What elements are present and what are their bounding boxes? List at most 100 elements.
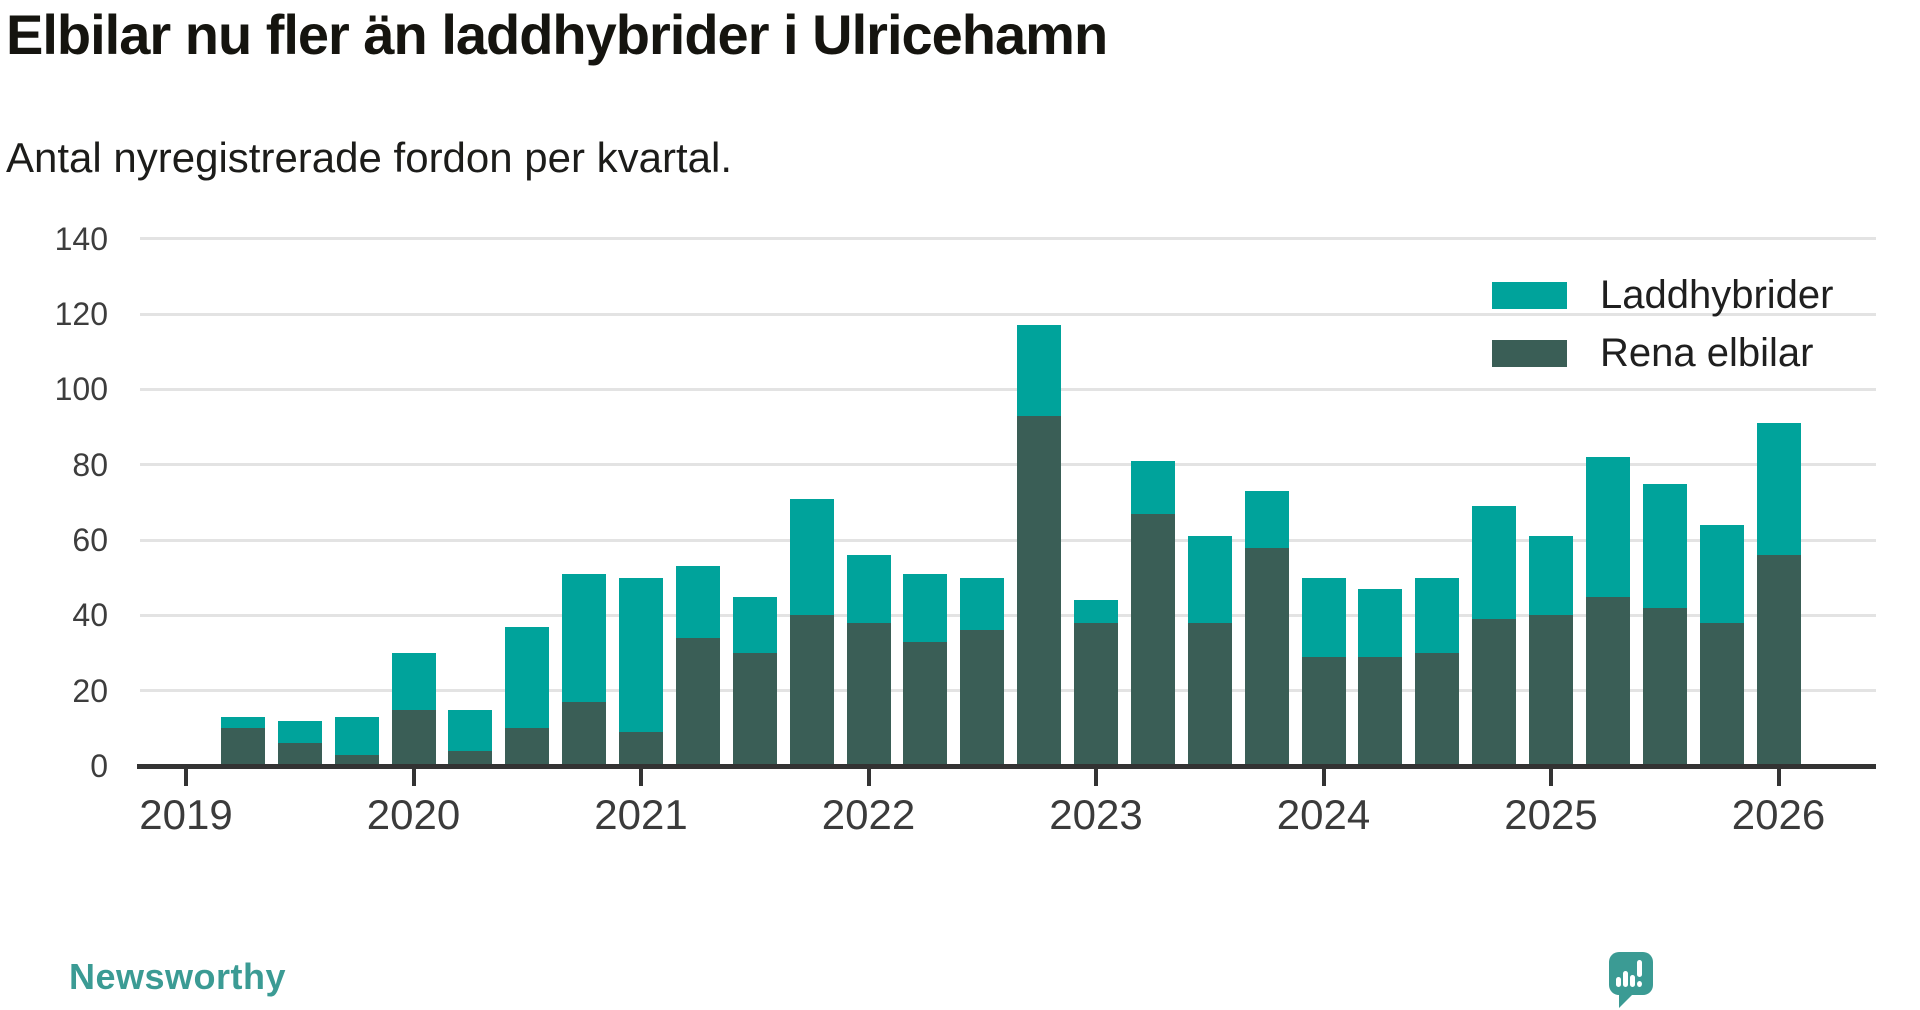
- x-axis-label: 2019: [139, 791, 233, 838]
- bar-segment-laddhybrider: [1130, 460, 1175, 514]
- y-axis-label: 140: [54, 220, 108, 257]
- bar-segment-rena-elbilar: [732, 653, 777, 766]
- y-axis-label: 60: [72, 522, 108, 559]
- bar-segment-laddhybrider: [675, 566, 720, 638]
- bar-segment-rena-elbilar: [1415, 653, 1460, 766]
- bar-segment-laddhybrider: [1187, 536, 1232, 623]
- y-axis-label: 120: [54, 296, 108, 333]
- gridline: [140, 689, 1876, 693]
- bar-segment-laddhybrider: [1244, 491, 1289, 548]
- x-axis-tick: [866, 768, 871, 786]
- bar-segment-rena-elbilar: [675, 637, 720, 766]
- y-axis-label: 40: [72, 597, 108, 634]
- bar-segment-rena-elbilar: [1529, 615, 1573, 766]
- x-axis-tick: [1549, 768, 1553, 786]
- y-axis-label: 80: [72, 446, 108, 483]
- bar-segment-laddhybrider: [1585, 457, 1630, 597]
- bar-segment-laddhybrider: [505, 626, 550, 729]
- bar-segment-rena-elbilar: [903, 641, 948, 766]
- bar-segment-rena-elbilar: [619, 732, 663, 766]
- legend-label: Rena elbilar: [1600, 331, 1814, 375]
- x-axis-tick: [1094, 768, 1098, 786]
- bar-segment-laddhybrider: [1642, 483, 1687, 608]
- x-axis-label: 2022: [821, 791, 916, 838]
- gridline: [140, 237, 1876, 241]
- x-axis-label: 2024: [1276, 791, 1371, 838]
- x-axis-line: [137, 764, 1876, 769]
- legend-swatch-rena-elbilar: [1492, 339, 1567, 367]
- bar-segment-rena-elbilar: [1756, 555, 1801, 766]
- x-axis-label: 2021: [594, 791, 688, 838]
- bar-segment-rena-elbilar: [960, 630, 1005, 766]
- legend-item-rena-elbilar: Rena elbilar: [1492, 333, 1834, 373]
- logo-speech-bubble-icon: [1609, 952, 1653, 995]
- gridline: [140, 387, 1876, 391]
- bar-segment-laddhybrider: [562, 573, 607, 702]
- bar-segment-rena-elbilar: [1130, 513, 1175, 766]
- x-axis-tick: [184, 768, 188, 786]
- bar-segment-rena-elbilar: [1642, 607, 1687, 766]
- page-title: Elbilar nu fler än laddhybrider i Ulrice…: [6, 3, 1108, 66]
- legend-label: Laddhybrider: [1600, 273, 1834, 317]
- bar-segment-rena-elbilar: [448, 750, 493, 766]
- bar-segment-laddhybrider: [1074, 600, 1118, 623]
- bar-segment-rena-elbilar: [277, 743, 322, 766]
- logo-bar-chart-icon: [1630, 975, 1635, 987]
- bar-segment-laddhybrider: [846, 555, 891, 623]
- x-axis-tick: [1321, 768, 1326, 786]
- bar-segment-laddhybrider: [732, 596, 777, 654]
- bar-segment-laddhybrider: [1472, 506, 1517, 620]
- x-axis-label: 2023: [1049, 791, 1143, 838]
- bar-segment-rena-elbilar: [1472, 619, 1517, 766]
- logo-bubble-tail: [1619, 993, 1634, 1008]
- logo-text: Newsworthy: [69, 956, 287, 997]
- bar-segment-rena-elbilar: [391, 709, 436, 766]
- bar-segment-laddhybrider: [903, 573, 948, 642]
- legend-item-laddhybrider: Laddhybrider: [1492, 275, 1834, 315]
- bar-segment-laddhybrider: [1699, 524, 1744, 623]
- bar-segment-rena-elbilar: [789, 615, 834, 766]
- bar-segment-rena-elbilar: [1244, 547, 1289, 766]
- bar-segment-rena-elbilar: [1301, 656, 1346, 766]
- bar-segment-rena-elbilar: [1585, 596, 1630, 766]
- bar-segment-laddhybrider: [789, 498, 834, 616]
- bar-segment-laddhybrider: [960, 577, 1005, 631]
- x-axis-label: 2025: [1504, 791, 1598, 838]
- x-axis-tick: [1776, 768, 1781, 786]
- y-axis-label: 100: [54, 371, 108, 408]
- bar-segment-rena-elbilar: [1187, 622, 1232, 766]
- legend-swatch-laddhybrider: [1492, 281, 1567, 309]
- bar-segment-rena-elbilar: [846, 622, 891, 766]
- logo-bar-chart-icon: [1616, 977, 1621, 987]
- logo-exclamation-icon: [1637, 960, 1642, 977]
- bar-segment-laddhybrider: [277, 720, 322, 744]
- x-axis-label: 2026: [1731, 791, 1826, 838]
- bar-segment-laddhybrider: [1017, 325, 1062, 416]
- bar-segment-laddhybrider: [1301, 577, 1346, 657]
- bar-segment-rena-elbilar: [1699, 622, 1744, 766]
- legend: Laddhybrider Rena elbilar: [1492, 275, 1834, 391]
- bar-segment-laddhybrider: [1358, 589, 1403, 657]
- bar-segment-laddhybrider: [220, 717, 265, 729]
- gridline: [140, 312, 1876, 316]
- x-axis-tick: [639, 768, 643, 786]
- gridline: [140, 463, 1876, 467]
- bar-segment-rena-elbilar: [562, 701, 607, 766]
- x-axis-tick: [411, 768, 416, 786]
- bar-segment-laddhybrider: [1756, 423, 1801, 556]
- y-axis-label: 0: [90, 748, 108, 784]
- bar-segment-laddhybrider: [448, 709, 493, 751]
- y-axis-label: 20: [72, 672, 108, 709]
- page-subtitle: Antal nyregistrerade fordon per kvartal.: [6, 134, 733, 181]
- bar-segment-rena-elbilar: [1358, 656, 1403, 766]
- gridline: [140, 613, 1876, 617]
- bar-segment-laddhybrider: [619, 577, 663, 733]
- bar-segment-laddhybrider: [334, 717, 379, 755]
- bar-segment-rena-elbilar: [505, 728, 550, 766]
- bar-segment-laddhybrider: [1415, 577, 1460, 654]
- bar-segment-rena-elbilar: [1074, 622, 1118, 766]
- bar-segment-laddhybrider: [391, 653, 436, 710]
- logo-exclamation-dot-icon: [1637, 981, 1642, 987]
- bar-segment-rena-elbilar: [334, 754, 379, 766]
